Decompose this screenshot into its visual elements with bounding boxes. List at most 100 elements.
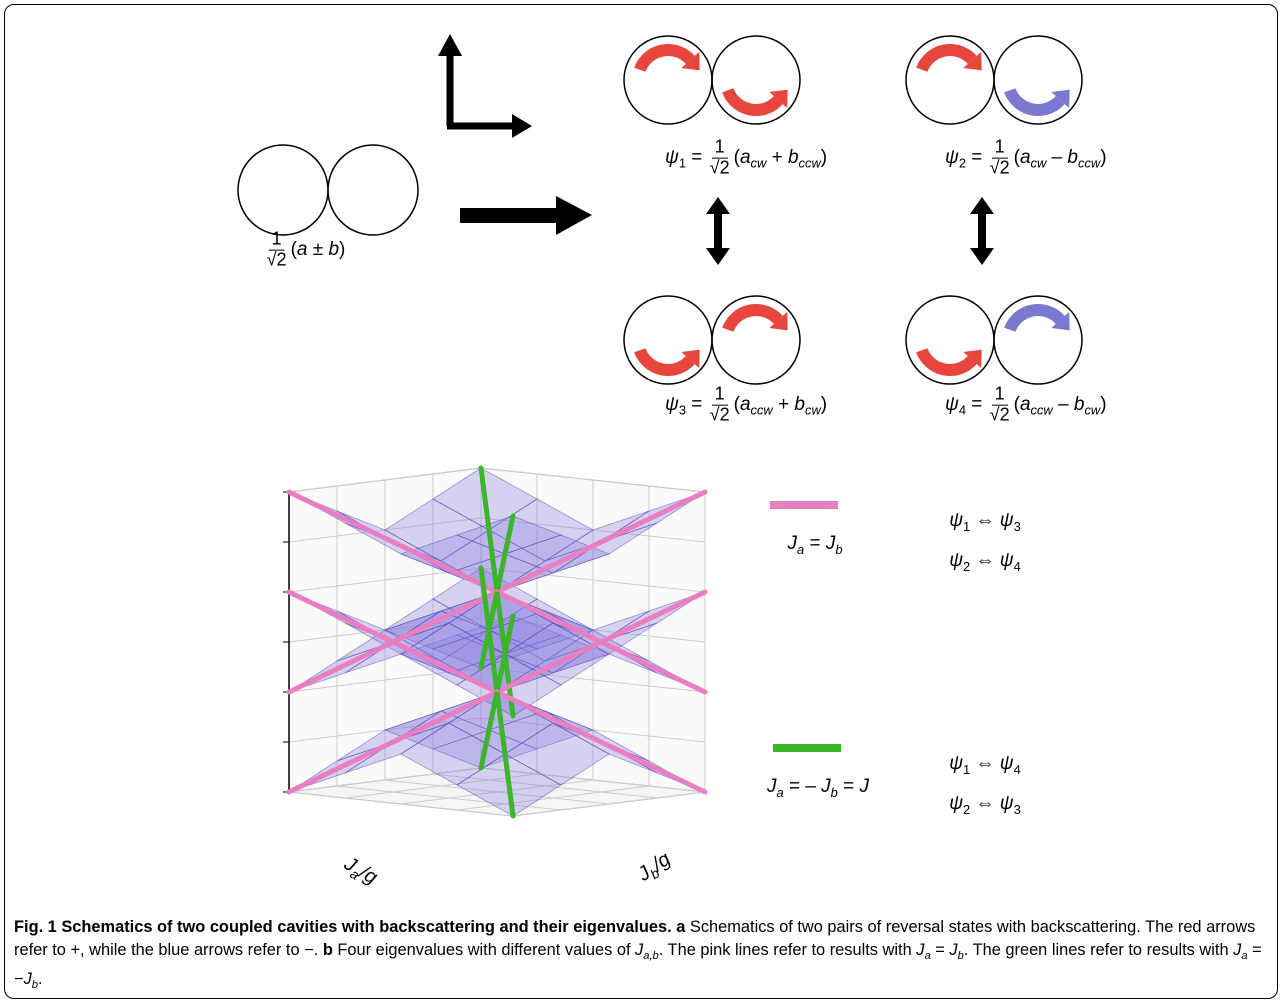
text-run: b (788, 147, 799, 168)
process-arrow-head (556, 196, 592, 235)
text-run: = (804, 533, 826, 554)
text-run: ψ (665, 147, 679, 168)
fraction: 1√2 (710, 385, 730, 426)
text-run: J (949, 941, 957, 959)
text-run: = (686, 147, 708, 168)
reversal-arrow-head (706, 248, 730, 265)
denominator: √2 (990, 406, 1010, 426)
numerator: 1 (712, 385, 728, 406)
text-run: 1 (963, 519, 970, 534)
text-run: 3 (1014, 519, 1021, 534)
legend-relation: ψ1 ⇔ ψ4 (949, 753, 1021, 777)
text-run: ψ (949, 793, 963, 814)
text-run: ψ (945, 147, 959, 168)
text-run: ⇔ (970, 510, 1000, 531)
figure: Fig. 1 Schematics of two coupled cavitie… (0, 0, 1284, 1005)
text-run: 4 (1014, 762, 1021, 777)
legend-relation: ψ2 ⇔ ψ3 (949, 793, 1021, 817)
fraction: 1√2 (710, 138, 730, 179)
text-run: ψ (949, 550, 963, 571)
text-run: cw (751, 156, 767, 171)
text-run: 1 (963, 762, 970, 777)
denominator: √2 (710, 159, 730, 179)
text-run: 3 (1014, 802, 1021, 817)
state-formula: ψ4 = 1√2(accw – bcw) (945, 385, 1107, 426)
text-run: b (835, 542, 842, 557)
text-run: a (776, 785, 783, 800)
text-run: 2 (963, 559, 970, 574)
text-run: ) (821, 147, 827, 168)
numerator: 1 (992, 385, 1008, 406)
text-run: . The pink lines refer to results with (659, 941, 917, 959)
denominator: √2 (710, 406, 730, 426)
text-run: 2 (959, 156, 966, 171)
text-run: 1 (679, 156, 686, 171)
text-run: ψ (1000, 793, 1014, 814)
text-run: ) (1100, 394, 1106, 415)
text-run: ψ (949, 753, 963, 774)
text-run: ) (821, 394, 827, 415)
legend-condition: Ja = – Jb = J (767, 776, 869, 800)
text-run: cw (1084, 403, 1100, 418)
text-run: Four eigenvalues with different values o… (333, 941, 635, 959)
text-run: ) (1100, 147, 1106, 168)
text-run: 4 (959, 403, 966, 418)
text-run: ψ (665, 394, 679, 415)
text-run: – (1046, 147, 1067, 168)
text-run: ccw (1078, 156, 1100, 171)
text-run: ccw (1031, 403, 1053, 418)
text-run: . (38, 970, 43, 988)
text-run: Fig. 1 Schematics of two coupled cavitie… (14, 918, 672, 936)
text-run: ccw (751, 403, 773, 418)
text-run: a (740, 394, 751, 415)
text-run: cw (1031, 156, 1047, 171)
text-run: ψ (1000, 550, 1014, 571)
text-run: a (740, 147, 751, 168)
text-run: J (860, 776, 870, 797)
text-run: b (328, 239, 339, 260)
legend-condition: Ja = Jb (787, 533, 842, 557)
process-arrow-body (460, 208, 560, 223)
fraction: 1√2 (990, 138, 1010, 179)
text-run: + (766, 147, 788, 168)
text-run: b (1067, 147, 1078, 168)
text-run: 4 (1014, 559, 1021, 574)
text-run: ccw (799, 156, 821, 171)
text-run: ⇔ (970, 550, 1000, 571)
text-run: = (686, 394, 708, 415)
x-axis-head (512, 114, 532, 138)
text-run: a (797, 542, 804, 557)
reversal-arrow-head (970, 248, 994, 265)
text-run: = – (784, 776, 822, 797)
text-run: + (773, 394, 795, 415)
cavity (328, 145, 418, 235)
text-run: ⇔ (970, 753, 1000, 774)
text-run: J (787, 533, 797, 554)
text-run: 3 (679, 403, 686, 418)
state-formula: ψ2 = 1√2(acw – bccw) (945, 138, 1107, 179)
text-run: a (297, 239, 308, 260)
caption: Fig. 1 Schematics of two coupled cavitie… (14, 916, 1272, 997)
text-run: 2 (963, 802, 970, 817)
denominator: √2 (267, 251, 287, 271)
numerator: 1 (269, 230, 285, 251)
state-formula: ψ1 = 1√2(acw + bccw) (665, 138, 827, 179)
fraction: 1√2 (990, 385, 1010, 426)
text-run: = (966, 394, 988, 415)
reversal-arrow-head (970, 197, 994, 214)
text-run: = (838, 776, 860, 797)
legend-relation: ψ2 ⇔ ψ4 (949, 550, 1021, 574)
text-run: J (24, 970, 32, 988)
text-run: ± (307, 239, 328, 260)
fraction: 1√2 (267, 230, 287, 271)
text-run: ) (339, 239, 345, 260)
text-run: ψ (1000, 510, 1014, 531)
text-run: J (826, 533, 836, 554)
state-formula: ψ3 = 1√2(accw + bcw) (665, 385, 827, 426)
denominator: √2 (990, 159, 1010, 179)
text-run: a (676, 918, 685, 936)
text-run: cw (805, 403, 821, 418)
text-run: a (1020, 147, 1031, 168)
text-run: ψ (945, 394, 959, 415)
text-run: J (767, 776, 777, 797)
